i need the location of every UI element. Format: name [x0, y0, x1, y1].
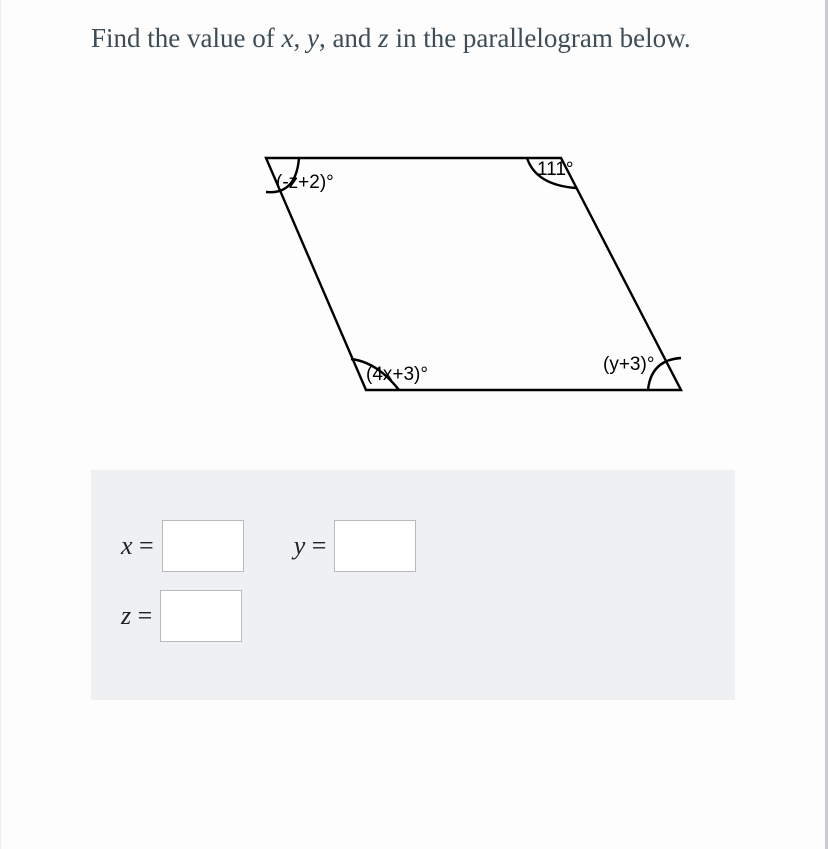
- parallelogram-figure: (-z+2)° 111° (4x+3)° (y+3)°: [91, 80, 735, 460]
- prompt-text: Find the value of: [91, 23, 281, 53]
- x-label: x =: [121, 531, 154, 561]
- answer-group-y: y =: [294, 520, 417, 572]
- angle-label-top-left: (-z+2)°: [276, 172, 334, 193]
- answer-group-z: z =: [121, 590, 242, 642]
- var-z: z: [378, 23, 389, 53]
- var-x: x: [281, 23, 293, 53]
- angle-label-top-right: 111°: [537, 159, 573, 180]
- x-input[interactable]: [162, 520, 244, 572]
- z-label: z =: [121, 601, 152, 631]
- answer-row-2: z =: [121, 590, 705, 642]
- var-y: y: [307, 23, 319, 53]
- answer-group-x: x =: [121, 520, 244, 572]
- prompt-comma1: ,: [293, 23, 307, 53]
- angle-label-bottom-left: (4x+3)°: [366, 364, 428, 385]
- y-label: y =: [294, 531, 327, 561]
- answer-panel: x = y = z =: [91, 470, 735, 700]
- question-prompt: Find the value of x, y, and z in the par…: [91, 18, 735, 60]
- y-input[interactable]: [334, 520, 416, 572]
- angle-label-bottom-right: (y+3)°: [603, 354, 654, 375]
- prompt-text-2: in the parallelogram below.: [389, 23, 691, 53]
- prompt-comma2: , and: [319, 23, 378, 53]
- z-input[interactable]: [160, 590, 242, 642]
- answer-row-1: x = y =: [121, 520, 705, 572]
